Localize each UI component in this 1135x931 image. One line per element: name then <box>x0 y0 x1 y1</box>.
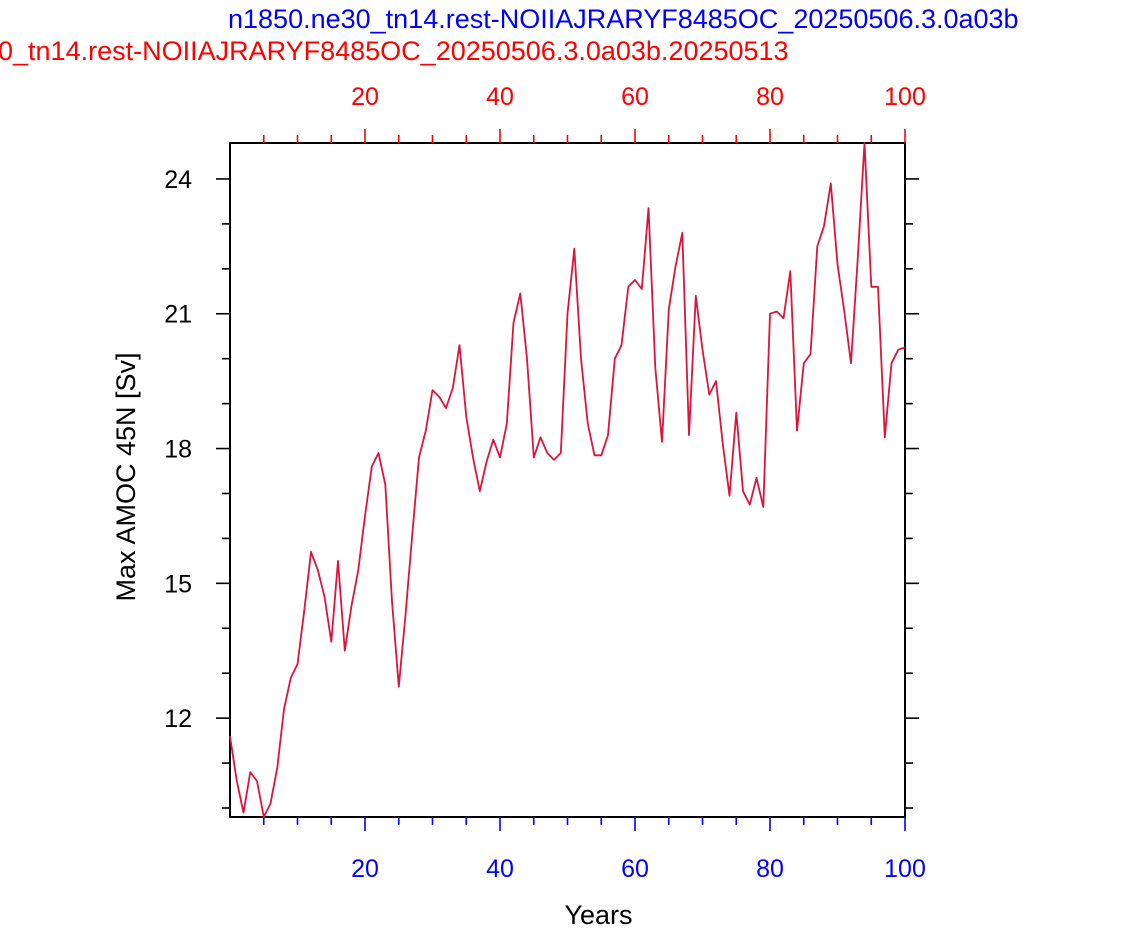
x-top-tick-label: 100 <box>884 83 926 111</box>
y-tick-label: 18 <box>164 436 192 464</box>
y-tick-label: 12 <box>164 705 192 733</box>
y-tick-label: 15 <box>164 570 192 598</box>
x-bottom-tick-label: 20 <box>351 855 379 883</box>
y-tick-label: 24 <box>164 166 192 194</box>
x-bottom-tick-label: 80 <box>756 855 784 883</box>
plot-frame <box>229 142 906 818</box>
x-top-tick-label: 40 <box>486 83 514 111</box>
x-axis-title: Years <box>564 900 632 930</box>
y-tick-label: 21 <box>164 301 192 329</box>
top-title-blue: n1850.ne30_tn14.rest-NOIIAJRARYF8485OC_2… <box>228 4 1019 34</box>
x-top-tick-label: 80 <box>756 83 784 111</box>
x-bottom-tick-label: 60 <box>621 855 649 883</box>
x-top-tick-label: 20 <box>351 83 379 111</box>
x-bottom-tick-label: 40 <box>486 855 514 883</box>
top-title-red: 0_tn14.rest-NOIIAJRARYF8485OC_20250506.3… <box>0 36 789 66</box>
y-axis-title: Max AMOC 45N [Sv] <box>111 352 141 601</box>
x-top-tick-label: 60 <box>621 83 649 111</box>
x-bottom-tick-label: 100 <box>884 855 926 883</box>
amoc-series-line <box>229 142 906 818</box>
